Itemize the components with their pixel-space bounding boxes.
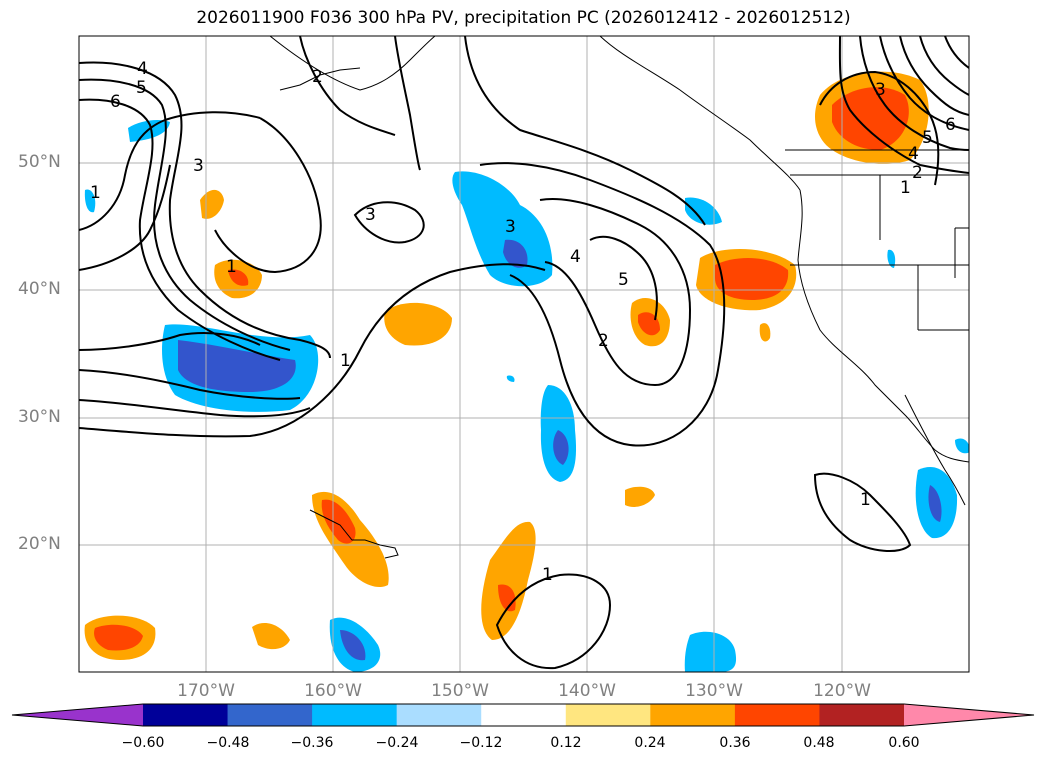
colorbar-segment [481,704,567,726]
contour-label: 2 [312,67,323,87]
colorbar-segment [734,704,820,726]
lon-label: 160°W [304,681,362,701]
contour-label: 1 [90,183,101,203]
colorbar [11,703,1035,727]
lon-label: 170°W [177,681,235,701]
colorbar-tick: −0.36 [290,735,334,751]
map-frame [78,35,970,673]
lon-label: 150°W [431,681,489,701]
contour-label: 3 [365,205,376,225]
precip-shading [84,71,969,672]
colorbar-tick: −0.12 [459,735,503,751]
colorbar-tick: 0.60 [888,735,920,751]
contour-labels: 4 5 6 3 1 2 3 1 1 3 4 5 2 3 5 4 6 2 1 1 … [90,59,956,585]
colorbar-segment [650,704,736,726]
lon-label: 140°W [558,681,616,701]
contour-label: 1 [542,565,553,585]
pv-contours [79,36,969,670]
colorbar-tick: 0.24 [634,735,666,751]
contour-label: 6 [110,92,121,112]
contour-label: 4 [137,59,148,79]
colorbar-tick: 0.36 [719,735,751,751]
contour-label: 2 [598,331,609,351]
contour-label: 1 [860,490,871,510]
lat-label: 20°N [18,534,61,554]
contour-label: 4 [570,247,581,267]
lat-label: 40°N [18,279,61,299]
contour-label: 4 [908,144,919,164]
colorbar-tick: −0.48 [206,735,250,751]
map-title: 2026011900 F036 300 hPa PV, precipitatio… [196,8,851,28]
contour-label: 2 [912,163,923,183]
contour-label: 6 [945,115,956,135]
colorbar-segment [227,704,313,726]
colorbar-tick: −0.24 [375,735,419,751]
colorbar-segment [565,704,651,726]
lat-label: 50°N [18,152,61,172]
contour-label: 3 [875,80,886,100]
graticule [79,36,969,672]
lon-label: 130°W [685,681,743,701]
colorbar-tick: 0.48 [803,735,835,751]
colorbar-tick: −0.60 [121,735,165,751]
contour-label: 5 [618,270,629,290]
colorbar-tick: 0.12 [550,735,582,751]
colorbar-segment [819,704,905,726]
contour-label: 5 [922,128,933,148]
contour-label: 1 [900,178,911,198]
contour-label: 1 [340,351,351,371]
colorbar-extend-low [12,704,143,726]
colorbar-outline [11,703,1035,727]
contour-label: 1 [226,257,237,277]
colorbar-segment [396,704,482,726]
coastlines [269,36,969,559]
colorbar-segment [143,704,229,726]
contour-label: 3 [505,217,516,237]
colorbar-segment [312,704,398,726]
lon-label: 120°W [813,681,871,701]
lat-label: 30°N [18,407,61,427]
colorbar-extend-high [904,704,1034,726]
contour-label: 3 [193,156,204,176]
contour-label: 5 [136,78,147,98]
